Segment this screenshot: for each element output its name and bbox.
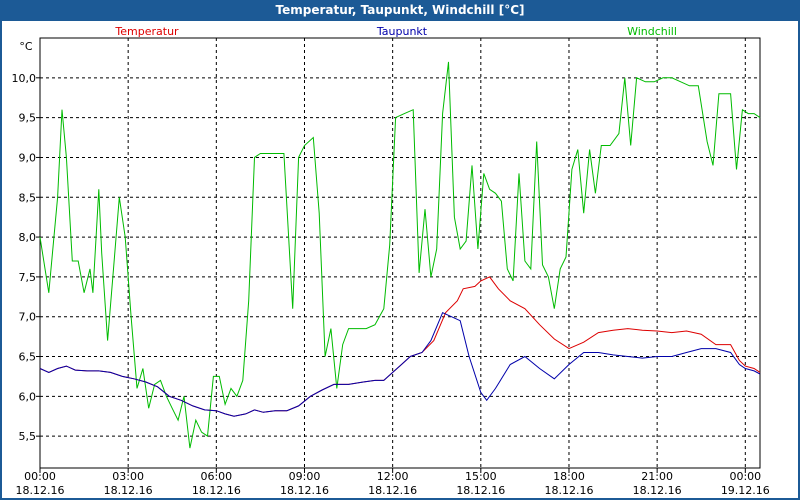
x-tick-time: 09:00 <box>289 470 321 483</box>
x-tick-time: 21:00 <box>641 470 673 483</box>
x-tick-time: 12:00 <box>377 470 409 483</box>
x-tick-time: 18:00 <box>553 470 585 483</box>
x-tick-date: 18.12.16 <box>368 484 417 497</box>
y-tick-label: 5,5 <box>19 430 37 443</box>
x-tick-date: 18.12.16 <box>280 484 329 497</box>
y-tick-label: 10,0 <box>12 72 37 85</box>
legend-windchill: Windchill <box>627 25 677 38</box>
x-tick-date: 18.12.16 <box>456 484 505 497</box>
x-tick-time: 03:00 <box>112 470 144 483</box>
line-chart: 5,56,06,57,07,58,08,59,09,510,0°C00:0018… <box>12 25 770 497</box>
y-tick-label: 8,0 <box>19 231 37 244</box>
x-tick-date: 18.12.16 <box>16 484 65 497</box>
chart-panel: 5,5 6,0 6,5 7,0 7,5 8,0 8,5 9,0 9,5 10,0 °C 00:00 18… <box>2 21 798 498</box>
x-tick-date: 18.12.16 <box>104 484 153 497</box>
x-tick-time: 15:00 <box>465 470 497 483</box>
legend-taupunkt: Taupunkt <box>376 25 428 38</box>
y-tick-label: 9,5 <box>19 112 37 125</box>
y-tick-label: 6,0 <box>19 390 37 403</box>
series-line-windchill <box>39 61 761 449</box>
x-tick-time: 00:00 <box>729 470 761 483</box>
y-tick-label: 6,5 <box>19 351 37 364</box>
y-tick-label: 8,5 <box>19 191 37 204</box>
x-tick-date: 18.12.16 <box>544 484 593 497</box>
window-title: Temperatur, Taupunkt, Windchill [°C] <box>275 3 525 17</box>
legend-temperatur: Temperatur <box>114 25 179 38</box>
x-tick-time: 06:00 <box>200 470 232 483</box>
y-unit-label: °C <box>19 40 33 53</box>
series-line-taupunkt <box>39 312 761 417</box>
x-tick-date: 19.12.16 <box>721 484 770 497</box>
y-tick-label: 7,0 <box>19 311 37 324</box>
x-tick-date: 18.12.16 <box>633 484 682 497</box>
y-tick-label: 9,0 <box>19 151 37 164</box>
x-tick-date: 18.12.16 <box>192 484 241 497</box>
x-tick-time: 00:00 <box>24 470 56 483</box>
y-tick-label: 7,5 <box>19 271 37 284</box>
